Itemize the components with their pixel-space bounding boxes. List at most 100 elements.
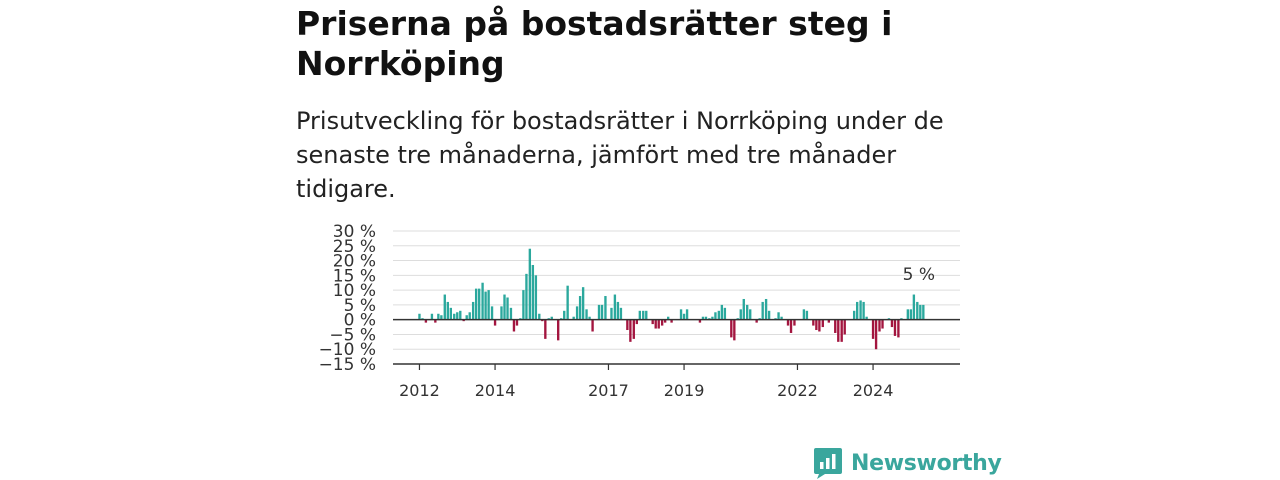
bar [456,312,459,320]
y-tick-label: 30 % [333,222,376,242]
bar [434,319,437,323]
bar [685,309,689,320]
y-tick-label: −15 % [319,355,376,375]
bar [812,319,815,326]
bar [717,310,721,320]
bar [471,301,475,320]
bar [642,310,645,320]
bar [739,309,742,320]
bar [890,319,894,328]
x-tick-label: 2017 [588,381,629,400]
bar [755,319,758,323]
bar [443,294,446,320]
brand-logo: Newsworthy [813,446,1002,480]
bar [538,313,541,320]
bar [453,313,456,320]
bar [793,319,796,326]
chart-subtitle: Prisutveckling för bostadsrätter i Norrk… [296,107,944,203]
bar [591,319,594,332]
bar [862,301,865,320]
bar [484,291,487,320]
bar [878,319,881,332]
bar [424,319,428,323]
bar [733,319,736,341]
y-tick-label: 10 % [333,281,376,301]
newsworthy-logo-icon [814,448,842,479]
bar [916,301,919,320]
bar [654,319,657,329]
bar [663,319,667,323]
bar [446,301,449,320]
bar [764,298,768,320]
bar-chart: 30 %25 %20 %15 %10 %5 %0 %−5 %−10 %−15 %… [319,222,960,400]
bar [909,309,913,320]
y-axis-ticks: 30 %25 %20 %15 %10 %5 %0 %−5 %−10 %−15 % [319,222,376,375]
bar [616,301,620,320]
x-tick-label: 2014 [475,381,516,400]
bar [720,304,724,320]
bar [723,307,727,320]
bar [645,310,648,320]
y-tick-label: 25 % [333,237,376,257]
bar [651,319,654,325]
bar [856,301,859,320]
bar [859,300,862,320]
bar [777,312,780,320]
bar [440,315,443,320]
bar [638,310,642,320]
bar [619,307,623,320]
bar [465,315,468,320]
bar [509,307,513,320]
bar [906,309,910,320]
bar [534,275,538,320]
y-tick-label: −5 % [329,325,376,345]
bar [746,304,749,320]
bar [714,312,717,320]
data-labels: 5 % [903,265,935,285]
bar [767,310,771,320]
bar [701,316,705,320]
bar [557,319,560,341]
bar [515,319,519,326]
bar [512,319,516,332]
bar [834,319,837,333]
bar [704,316,708,320]
bar [698,319,702,323]
bar [563,310,566,320]
bar [528,248,532,320]
bar [827,319,831,323]
x-tick-label: 2019 [664,381,705,400]
bar [682,313,686,320]
y-tick-label: 15 % [333,266,376,286]
bar [459,310,462,320]
bar [531,264,535,320]
bar [730,319,733,338]
bar [881,319,884,329]
bar [635,319,638,325]
x-tick-label: 2022 [777,381,818,400]
bar [632,319,635,339]
bar [578,296,582,320]
bar [629,319,632,342]
bar [544,319,547,339]
bar [897,319,900,338]
bar [506,297,509,320]
bar [893,319,897,336]
bar [418,313,421,320]
bar [597,304,601,320]
bar [604,296,607,320]
bar [919,304,922,320]
bar [818,319,821,332]
bar [550,316,553,320]
bar [802,309,806,320]
bar [500,306,503,320]
bar [660,319,664,326]
bar [588,316,591,320]
bar [840,319,843,342]
x-tick-label: 2024 [853,381,894,400]
bar [837,319,840,342]
bar [493,319,497,326]
bar [566,285,569,320]
bar [626,319,629,331]
bar [478,288,481,320]
